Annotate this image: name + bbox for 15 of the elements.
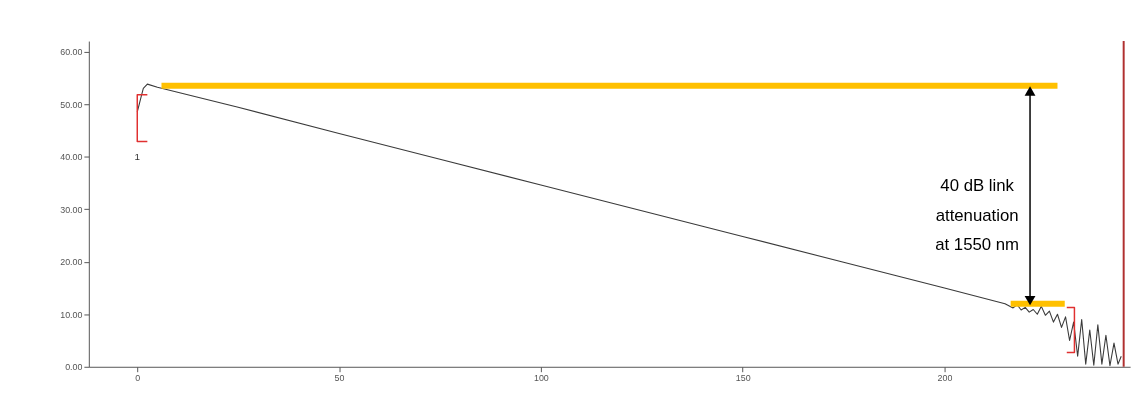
annotation: 1 — [134, 151, 140, 163]
x-tick-label: 0 — [135, 373, 141, 384]
annotation: 40 dB link attenuation at 1550 nm — [935, 176, 1020, 255]
y-tick-label: 50.00 — [60, 99, 83, 110]
line-series — [136, 83, 1122, 367]
y-tick-label: 30.00 — [60, 204, 83, 215]
y-tick-label: 20.00 — [60, 257, 83, 268]
x-tick-label: 100 — [533, 373, 549, 384]
y-tick-label: 10.00 — [60, 309, 83, 320]
y-tick-label: 40.00 — [60, 152, 83, 163]
y-tick-label: 60.00 — [60, 47, 83, 58]
x-tick-label: 200 — [937, 373, 953, 384]
x-tick-label: 150 — [735, 373, 751, 384]
y-tick-label: 0.00 — [65, 362, 83, 373]
x-tick-label: 50 — [334, 373, 345, 384]
